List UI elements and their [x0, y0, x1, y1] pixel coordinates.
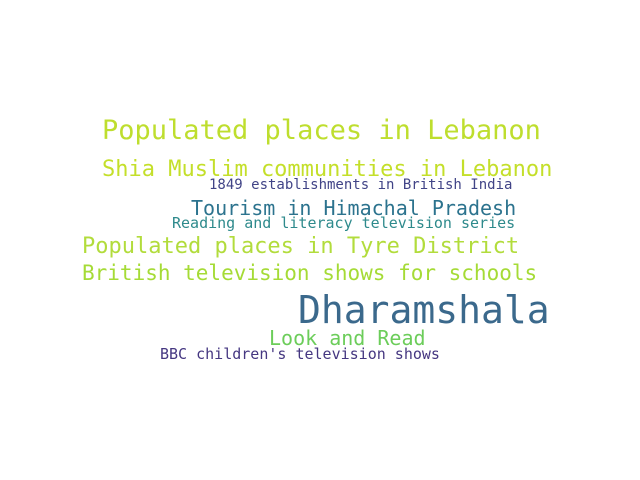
word-1849-establishments-in-british-india: 1849 establishments in British India [209, 177, 513, 193]
word-populated-places-in-lebanon: Populated places in Lebanon [102, 115, 541, 146]
word-bbc-childrens-television-shows: BBC children's television shows [160, 345, 440, 363]
word-populated-places-in-tyre-district: Populated places in Tyre District [82, 234, 520, 259]
word-reading-and-literacy-television-series: Reading and literacy television series [172, 214, 516, 232]
word-tourism-in-himachal-pradesh: Tourism in Himachal Pradesh [191, 196, 517, 220]
word-look-and-read: Look and Read [269, 326, 426, 350]
word-shia-muslim-communities-in-lebanon: Shia Muslim communities in Lebanon [102, 157, 553, 182]
word-dharamshala: Dharamshala [298, 288, 550, 332]
word-british-television-shows-for-schools: British television shows for schools [82, 261, 538, 285]
